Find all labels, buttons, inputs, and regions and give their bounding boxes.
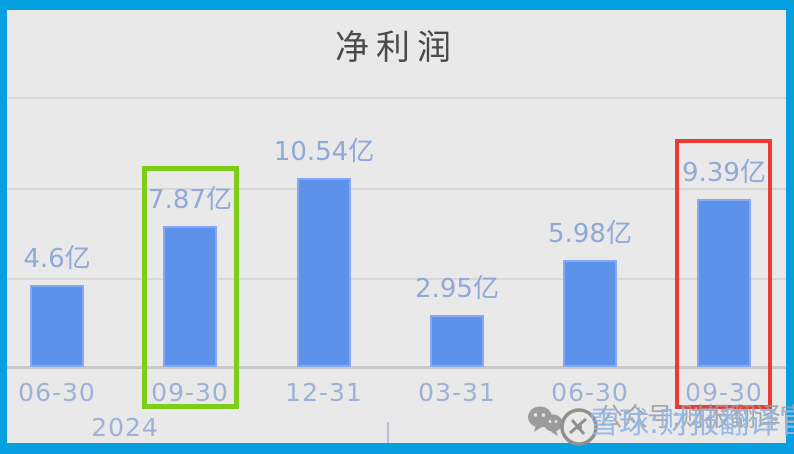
bar-value-label: 10.54亿 [273, 137, 375, 167]
chart-title: 净利润 [335, 28, 458, 68]
x-axis-label: 12-31 [285, 378, 363, 407]
watermark: 公众号:财报翻译官 雪球:财报翻译官 [525, 398, 794, 448]
bar [563, 260, 617, 367]
gridline [7, 97, 786, 99]
year-axis-tick [387, 422, 389, 443]
bar-value-label: 2.95亿 [415, 274, 499, 304]
wechat-icon [528, 406, 563, 436]
bar-value-label: 7.87亿 [148, 185, 232, 215]
bar [297, 178, 351, 367]
bar-value-label: 9.39亿 [682, 158, 766, 188]
bar-value-label: 4.6亿 [23, 244, 91, 274]
year-label: 2024 [91, 413, 159, 442]
x-axis-line [7, 366, 786, 369]
gridline [7, 188, 786, 190]
bar-value-label: 5.98亿 [548, 219, 632, 249]
x-axis-label: 09-30 [151, 378, 229, 407]
bar [697, 199, 751, 367]
bar [430, 315, 484, 367]
x-axis-label: 06-30 [551, 378, 629, 407]
plot-area [7, 10, 786, 443]
xueqiu-icon [560, 408, 598, 446]
highlight-box-green [142, 166, 239, 409]
watermark-xueqiu-text: 雪球:财报翻译官 [589, 406, 794, 441]
x-axis-label: 09-30 [685, 378, 763, 407]
highlight-box-red [675, 139, 772, 409]
bar [163, 226, 217, 367]
x-axis-label: 03-31 [418, 378, 496, 407]
gridline [7, 278, 786, 280]
watermark-wechat-text: 公众号:财报翻译官 [597, 403, 794, 433]
bar [30, 285, 84, 367]
x-axis-label: 06-30 [18, 378, 96, 407]
